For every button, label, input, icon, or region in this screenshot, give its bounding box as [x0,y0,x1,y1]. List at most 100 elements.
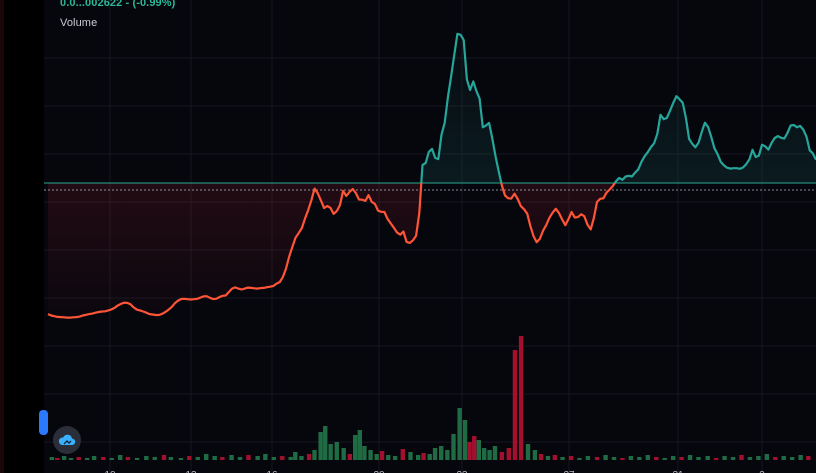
volume-bar [798,455,803,460]
volume-bar [506,448,511,460]
volume-bar [538,454,544,460]
volume-legend-label: Volume [60,17,98,29]
volume-bar [739,455,744,460]
x-tick-label: 13 [185,470,197,473]
volume-bar [532,450,538,460]
volume-bar [462,420,468,460]
volume-bars [49,336,811,460]
volume-bar [212,456,217,460]
volume-bar [299,456,304,460]
volume-bar [645,455,651,460]
volume-bar [101,457,106,460]
volume-bar [445,450,450,460]
volume-bar [55,458,60,460]
volume-bar [499,452,505,460]
volume-bar [293,452,298,460]
volume-bar [713,458,719,460]
volume-bar [76,457,81,460]
volume-bar [432,448,438,460]
volume-bar [271,457,276,460]
volume-bar [476,440,482,460]
volume-bar [61,456,67,460]
volume-bar [487,450,492,460]
volume-bar [161,455,167,460]
above-baseline-fill [48,33,816,183]
volume-bar [125,457,131,460]
volume-bar [577,458,582,460]
volume-bar [109,458,114,460]
volume-bar [341,448,346,460]
volume-bar [415,455,421,460]
price-line [47,32,816,319]
left-margin [0,0,44,473]
below-baseline-fill [48,183,816,318]
volume-bar [68,458,74,460]
volume-bar [585,456,591,460]
volume-bar [312,450,317,460]
volume-bar [427,454,432,460]
volume-bar [545,456,551,460]
x-tick-label: 10 [104,470,116,473]
cloud-logo-glyph [58,434,76,445]
volume-bar [306,454,312,460]
x-axis: 10 13 16 20 23 27 31 3 [104,470,765,473]
volume-bar [722,456,727,460]
volume-bar [679,457,684,460]
x-tick-label: 23 [456,470,468,473]
volume-bar [220,457,225,460]
volume-bar [781,456,786,460]
x-tick-label: 3 [759,470,765,473]
volume-bar [229,455,234,460]
volume-bar [178,458,184,460]
volume-bar [255,456,260,460]
volume-bar [512,350,518,460]
volume-bar [806,456,811,460]
scroll-handle[interactable] [39,410,48,435]
volume-bar [773,457,778,460]
volume-bar [687,455,693,460]
volume-bar [552,455,558,460]
volume-bar [620,458,625,460]
volume-bar [457,408,462,460]
volume-bar [756,456,761,460]
volume-bar [467,442,472,460]
volume-bar [696,457,701,460]
baseline-fills [48,33,816,318]
volume-bar [439,446,444,460]
volume-bar [525,444,531,460]
chart-pane[interactable]: 10 13 16 20 23 27 31 3 [44,0,816,473]
volume-bar [705,456,710,460]
price-change-readout: 0.0...002622 - (-0.99%) [60,0,176,9]
volume-bar [400,449,406,460]
volume-bar [362,446,367,460]
volume-bar [195,457,200,460]
volume-bar [560,457,565,460]
volume-bar [764,454,770,460]
volume-bar [204,454,209,460]
volume-bar [451,434,456,460]
volume-bar [334,442,339,460]
x-tick-label: 20 [373,470,385,473]
volume-bar [347,454,353,460]
price-chart-svg[interactable]: 10 13 16 20 23 27 31 3 [44,0,816,473]
volume-bar [379,451,385,460]
volume-bar [654,457,659,460]
volume-bar [84,458,90,460]
volume-bar [594,457,600,460]
volume-bar [392,456,398,460]
volume-bar [368,450,373,460]
x-tick-label: 16 [266,470,278,473]
left-accent-strip [0,0,4,473]
volume-bar [353,435,358,460]
volume-bar [568,456,574,460]
volume-bar [91,456,97,460]
volume-bar [357,430,363,460]
volume-bar [134,458,140,460]
volume-bar [662,458,667,460]
volume-bar [492,446,498,460]
volume-bar [747,457,753,460]
volume-bar [408,452,413,460]
cloud-logo-icon[interactable] [53,426,81,454]
volume-bar [637,457,642,460]
volume-bar [628,456,634,460]
